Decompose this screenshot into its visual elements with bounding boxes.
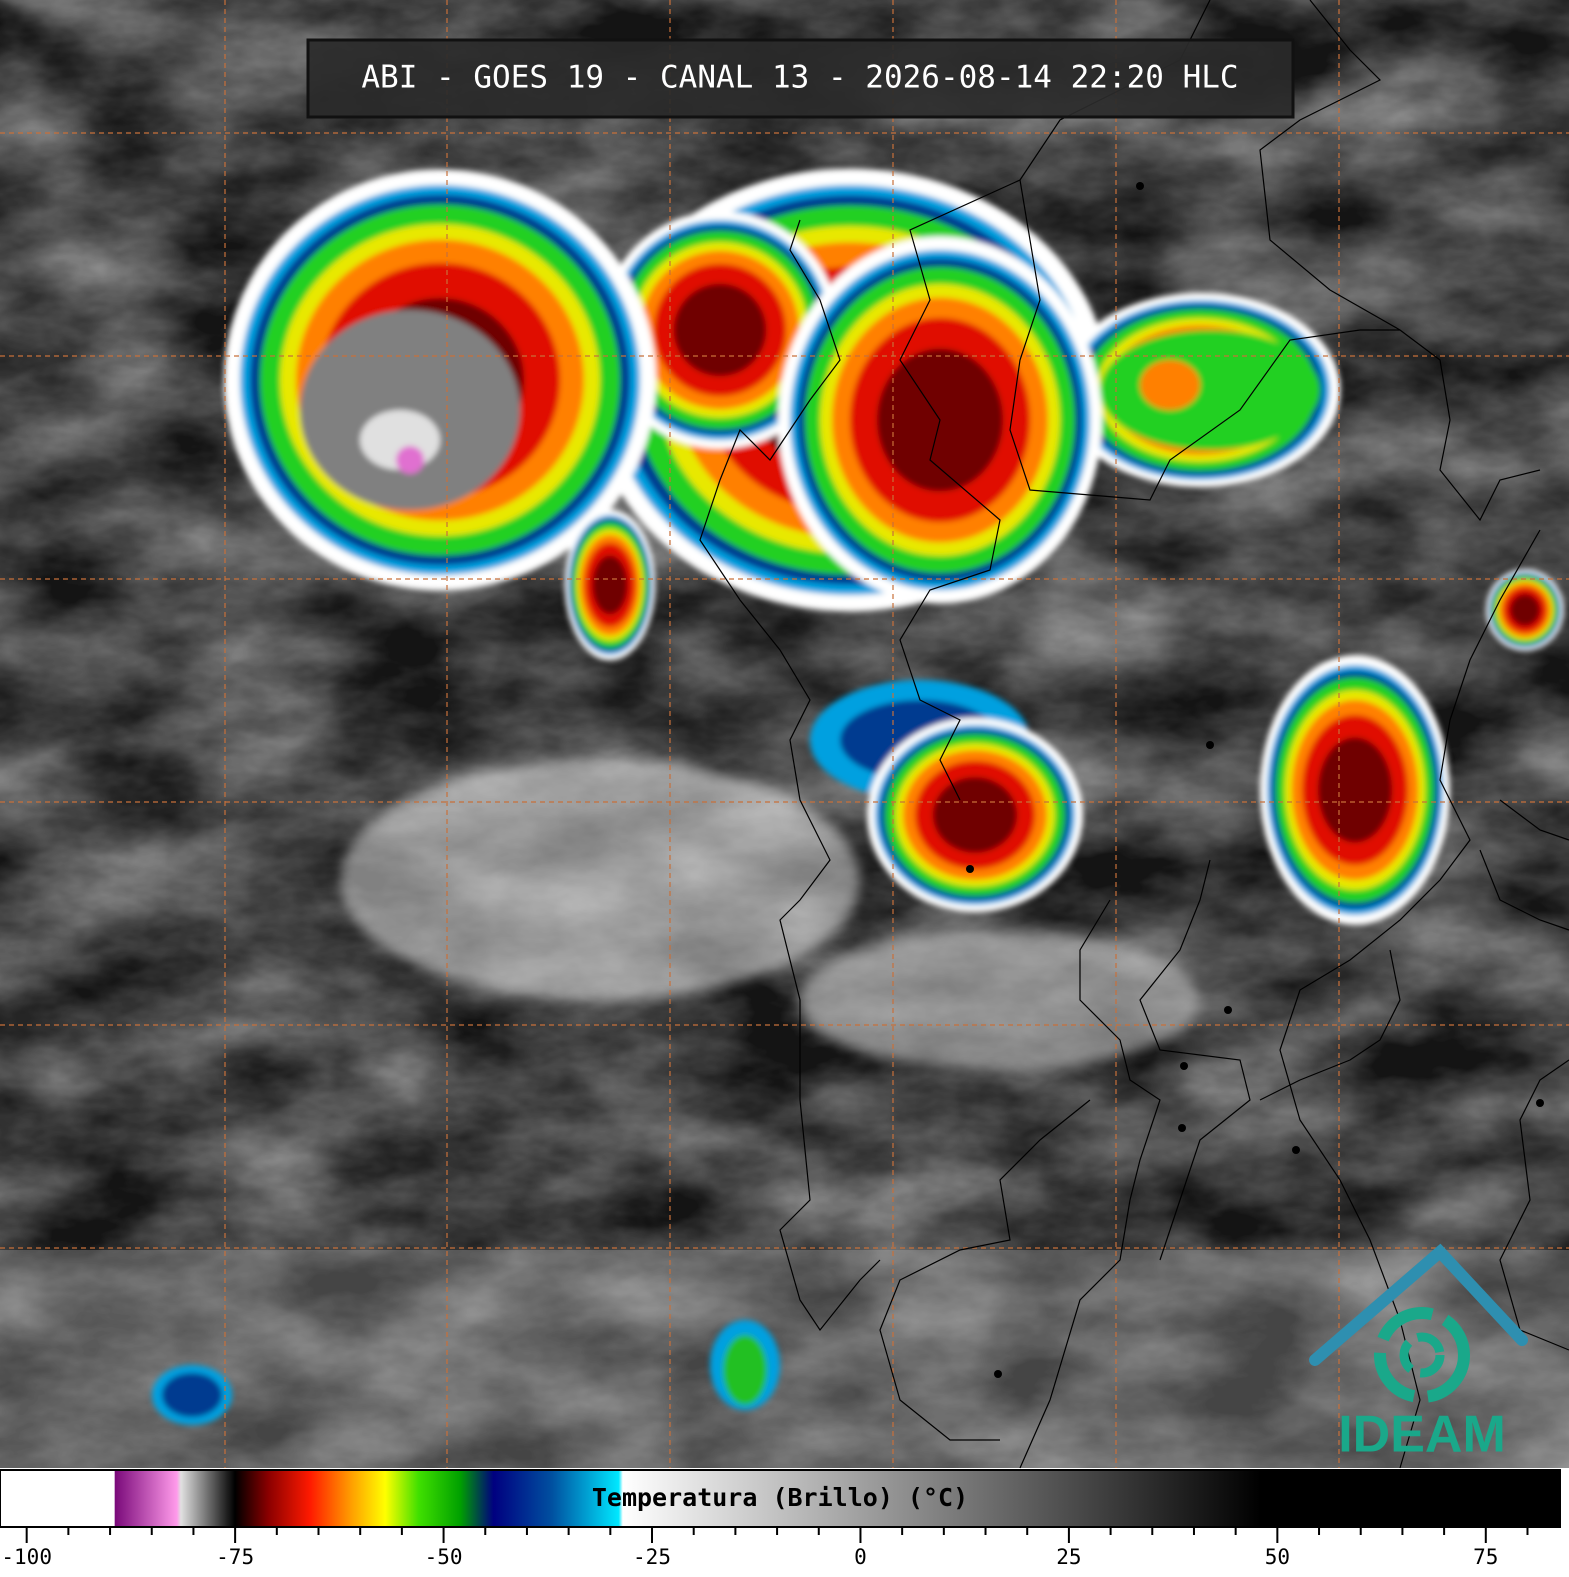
storm-cell — [1486, 568, 1564, 652]
storm-cell — [1140, 360, 1200, 410]
colorbar-scale — [0, 1469, 1561, 1528]
storm-cell — [867, 717, 1083, 913]
colorbar: Temperatura (Brillo) (°C) -100 -75 -50 -25 0… — [0, 1469, 1561, 1569]
storm-core — [300, 310, 520, 510]
storm-cell — [162, 1373, 222, 1417]
colorbar-tick-label: -25 — [633, 1545, 671, 1569]
title-box: ABI - GOES 19 - CANAL 13 - 2026-08-14 22… — [306, 38, 1295, 119]
colorbar-tick-label: 25 — [1056, 1545, 1081, 1569]
title-background — [306, 38, 1295, 119]
boundaries — [699, 0, 1569, 1469]
colorbar-tick-label: -75 — [216, 1545, 254, 1569]
logo-roof — [1309, 1243, 1528, 1366]
title: ABI - GOES 19 - CANAL 13 - 2026-08-14 22… — [361, 60, 1238, 96]
storm-cell — [723, 1335, 767, 1405]
lat-lon-grid — [0, 0, 1569, 1468]
storm-core — [396, 446, 424, 474]
logo: IDEAM — [1309, 1243, 1528, 1464]
cloud — [340, 760, 860, 1000]
logo-swirl — [1399, 1332, 1445, 1378]
colorbar-tick-label: 75 — [1473, 1545, 1498, 1569]
logo-swirl — [1374, 1307, 1470, 1403]
cloud — [800, 930, 1200, 1070]
colorbar-tick-label: -100 — [1, 1545, 52, 1569]
city-markers — [966, 182, 1544, 1378]
colorbar-tick-label: -50 — [425, 1545, 463, 1569]
storm-cell — [1259, 655, 1451, 925]
convective-cells — [152, 168, 1564, 1425]
colorbar-tick-label: 0 — [854, 1545, 867, 1569]
storm-cell — [1100, 330, 1320, 450]
logo-text: IDEAM — [1338, 1406, 1506, 1464]
cloud — [0, 1250, 1569, 1468]
storm-cell — [564, 509, 656, 661]
colorbar-label: Temperatura (Brillo) (°C) — [592, 1483, 968, 1512]
colorbar-tick-label: 50 — [1265, 1545, 1290, 1569]
